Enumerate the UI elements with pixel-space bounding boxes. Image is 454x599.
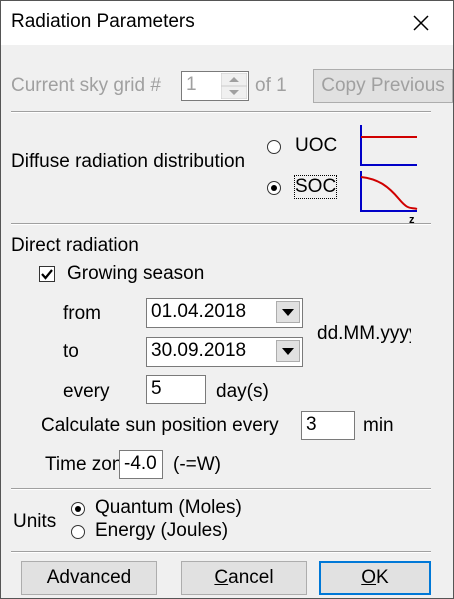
every-input[interactable]: 5 <box>146 375 206 404</box>
soc-label: SOC <box>293 175 338 199</box>
soc-axis-label: z <box>409 214 415 225</box>
direct-label: Direct radiation <box>11 235 139 256</box>
energy-label: Energy (Joules) <box>95 520 229 541</box>
to-combo[interactable]: 30.09.2018 <box>146 337 303 367</box>
advanced-label: Advanced <box>46 567 132 588</box>
tz-unit: (-=W) <box>173 454 222 475</box>
dialog-title: Radiation Parameters <box>11 11 195 32</box>
tz-label: Time zone <box>45 454 133 475</box>
from-label: from <box>63 303 101 324</box>
check-stroke <box>41 269 53 280</box>
calc-unit: min <box>363 415 394 436</box>
uoc-label: UOC <box>295 135 338 156</box>
soc-icon: z <box>360 171 418 225</box>
sky-grid-value: 1 <box>186 74 197 95</box>
ok-label: OK <box>361 567 389 588</box>
soc-radio[interactable] <box>267 181 281 195</box>
calc-value: 3 <box>306 414 317 435</box>
quantum-radio[interactable] <box>71 502 85 516</box>
tz-value: -4.0 <box>124 453 157 474</box>
check-mark <box>41 269 53 280</box>
date-format: dd.MM.yyyy <box>317 323 411 344</box>
advanced-button[interactable]: Advanced <box>21 561 157 595</box>
every-unit: day(s) <box>216 381 269 402</box>
growing-season-label: Growing season <box>67 263 205 284</box>
growing-season-checkbox[interactable] <box>39 266 55 282</box>
from-value: 01.04.2018 <box>151 301 247 322</box>
every-value: 5 <box>151 378 162 399</box>
cancel-label: Cancel <box>214 567 274 588</box>
spin-arrows[interactable] <box>221 73 247 99</box>
calc-input[interactable]: 3 <box>301 411 355 440</box>
close-button[interactable] <box>411 13 431 33</box>
uoc-icon <box>360 125 417 166</box>
copy-previous-button[interactable]: Copy Previous <box>313 69 453 103</box>
uoc-radio[interactable] <box>267 140 281 154</box>
to-label: to <box>63 341 79 362</box>
sky-grid-label: Current sky grid # <box>11 75 161 96</box>
from-combo[interactable]: 01.04.2018 <box>146 298 303 328</box>
calc-label: Calculate sun position every <box>41 415 279 436</box>
energy-radio[interactable] <box>71 525 85 539</box>
sky-grid-spinner[interactable]: 1 <box>181 71 249 101</box>
every-label: every <box>63 381 110 402</box>
sky-grid-of: of 1 <box>255 75 287 96</box>
quantum-label: Quantum (Moles) <box>95 497 242 518</box>
diffuse-label: Diffuse radiation distribution <box>11 151 246 172</box>
cancel-button[interactable]: Cancel <box>181 561 307 595</box>
ok-button[interactable]: OK <box>319 561 431 595</box>
tz-input[interactable]: -4.0 <box>119 450 163 479</box>
copy-previous-label: Copy Previous <box>321 75 445 96</box>
to-value: 30.09.2018 <box>151 340 247 361</box>
title-bar <box>1 1 453 45</box>
units-label: Units <box>13 511 57 532</box>
